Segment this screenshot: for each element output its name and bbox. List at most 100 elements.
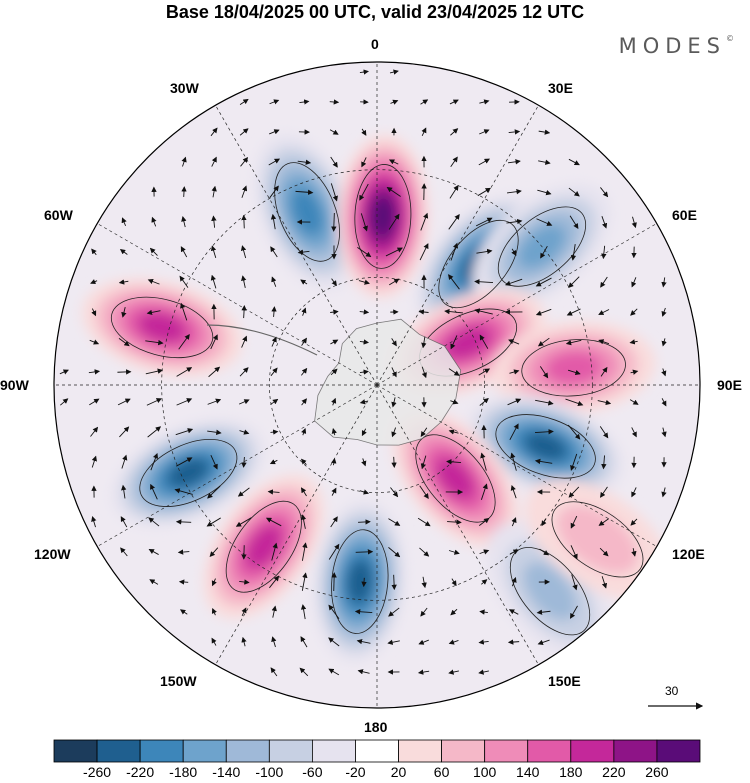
wind-vector (391, 456, 397, 469)
wind-vector (301, 542, 308, 561)
wind-vector (330, 339, 339, 345)
wind-vector (59, 369, 69, 375)
wind-vector (629, 339, 638, 345)
wind-vector (359, 309, 370, 315)
wind-vector (207, 429, 222, 436)
wind-vector (241, 456, 247, 468)
colorbar-tick-label: -220 (126, 764, 155, 780)
wind-vector (210, 274, 217, 289)
wind-vector (511, 248, 517, 256)
anomaly-contour (354, 164, 412, 269)
brand-text: MODES (618, 34, 726, 58)
wind-vector (358, 279, 370, 285)
wind-vector (631, 277, 637, 288)
wind-vector (211, 215, 217, 228)
wind-vector (208, 366, 221, 378)
wind-vector (388, 547, 401, 558)
wind-vector (271, 306, 277, 317)
wind-vector (145, 339, 164, 346)
wind-vector (420, 212, 429, 231)
wind-vector (506, 188, 522, 195)
wind-vector (295, 189, 314, 195)
wind-vector (270, 398, 279, 405)
wind-vector (176, 367, 193, 377)
anomaly-neg-30w (254, 134, 360, 290)
wind-vector (331, 457, 337, 466)
wind-vector (331, 212, 337, 232)
wind-vector (270, 246, 278, 258)
wind-vector (417, 669, 430, 675)
wind-vector (181, 156, 187, 167)
wind-vector (448, 639, 459, 645)
wind-vector (420, 607, 428, 617)
wind-vector (330, 309, 339, 315)
wind-vector (448, 549, 460, 555)
wind-vector (239, 367, 249, 377)
wind-vector (117, 398, 131, 406)
wind-vector (444, 308, 463, 315)
wind-vector (661, 398, 667, 407)
wind-vector (330, 368, 338, 376)
wind-vector (299, 99, 310, 105)
wind-vector (420, 99, 429, 105)
wind-vector (89, 398, 100, 406)
wind-vector (117, 369, 132, 375)
wind-vector (146, 309, 161, 316)
wind-vector (475, 217, 493, 227)
wind-vector (535, 277, 552, 287)
wind-vector (146, 398, 162, 406)
wind-vector (300, 458, 307, 465)
wind-vector (479, 334, 489, 349)
wind-vector (90, 279, 98, 285)
wind-vector (241, 305, 247, 319)
wind-vector (269, 185, 279, 199)
anomaly-contour (139, 439, 238, 507)
anomaly-contour (225, 500, 302, 593)
wind-vector (359, 399, 368, 405)
wind-vector (240, 156, 249, 167)
wind-vector (297, 159, 312, 165)
wind-vector (331, 428, 337, 436)
wind-vector (239, 429, 250, 435)
wind-vector (510, 452, 517, 471)
wind-vector (179, 609, 188, 615)
wind-vector (478, 368, 491, 376)
wind-vector (271, 542, 278, 561)
lon-label-90e: 90E (717, 377, 742, 393)
wind-vector (301, 427, 307, 436)
wind-vector (479, 129, 490, 135)
wind-vector (91, 308, 97, 317)
lon-label-0: 0 (371, 36, 379, 52)
wind-vector (271, 636, 277, 648)
wind-vector (120, 516, 128, 528)
wind-vector (630, 518, 638, 526)
wind-vector (388, 518, 401, 526)
wind-vector (176, 398, 193, 406)
wind-vector (391, 574, 397, 591)
wind-vector (565, 398, 584, 407)
wind-vector (328, 637, 340, 647)
wind-vector (330, 516, 338, 528)
wind-vector (60, 398, 69, 406)
wind-vector (178, 579, 189, 585)
wind-vector (600, 486, 608, 498)
wind-vector (121, 454, 128, 469)
wind-vector (206, 517, 221, 527)
wind-vector (538, 159, 551, 165)
wind-vector (631, 487, 637, 498)
wind-vector (267, 489, 280, 495)
wind-vector (450, 242, 459, 261)
wind-vector (474, 279, 494, 285)
anomaly-pos-150w (203, 474, 325, 619)
anomaly-contour (274, 162, 340, 262)
wind-vector (207, 485, 221, 499)
wind-vector (388, 213, 400, 230)
wind-vector (540, 245, 548, 259)
wind-vector (600, 276, 608, 288)
colorbar-tick-label: -100 (255, 764, 284, 780)
wind-vector (507, 159, 521, 165)
wind-vector (479, 397, 489, 406)
wind-vector (419, 547, 430, 557)
wind-vector (597, 399, 612, 406)
wind-vector (237, 487, 250, 497)
